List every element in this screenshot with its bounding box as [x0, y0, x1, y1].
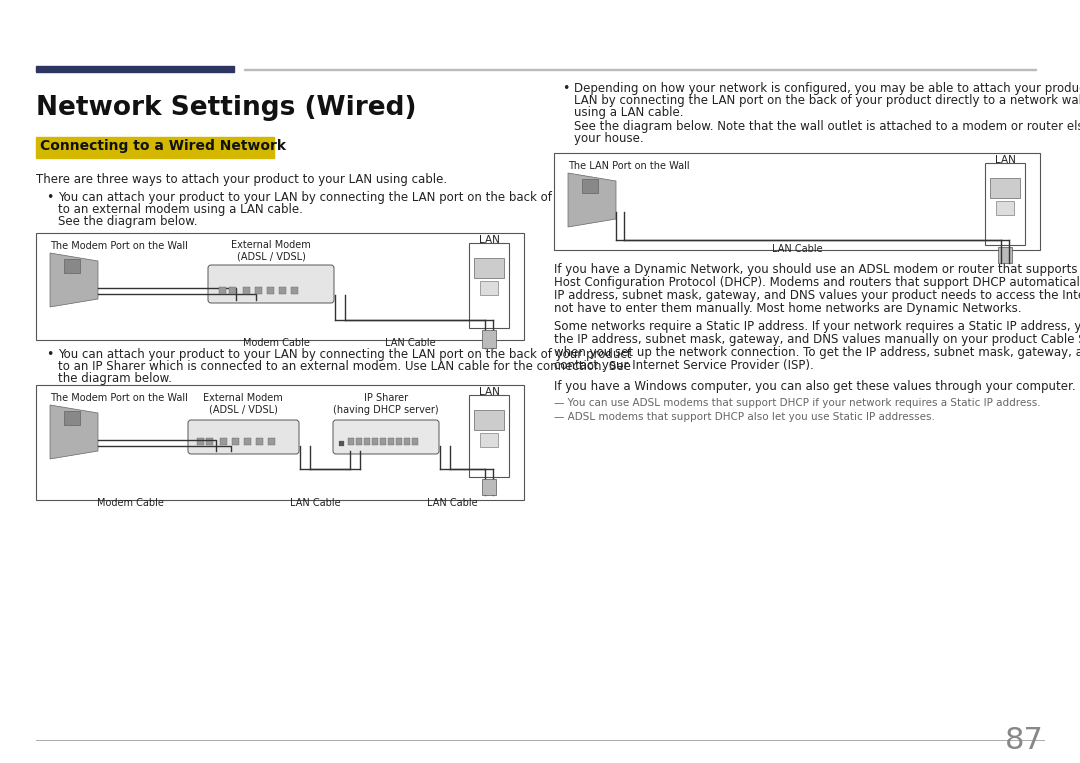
Text: LAN Cable: LAN Cable: [384, 338, 435, 348]
Bar: [480, 433, 498, 447]
Bar: [356, 438, 362, 445]
Bar: [372, 438, 378, 445]
Bar: [482, 479, 496, 495]
Text: Connecting to a Wired Network: Connecting to a Wired Network: [40, 139, 286, 153]
Text: LAN: LAN: [478, 235, 499, 245]
Bar: [990, 178, 1020, 198]
Text: Depending on how your network is configured, you may be able to attach your prod: Depending on how your network is configu…: [573, 82, 1080, 95]
Text: your house.: your house.: [573, 132, 644, 145]
Text: — ADSL modems that support DHCP also let you use Static IP addresses.: — ADSL modems that support DHCP also let…: [554, 412, 935, 422]
Bar: [268, 438, 275, 445]
Bar: [229, 287, 237, 294]
Bar: [232, 438, 239, 445]
Bar: [554, 153, 1040, 250]
Text: Host Configuration Protocol (DHCP). Modems and routers that support DHCP automat: Host Configuration Protocol (DHCP). Mode…: [554, 276, 1080, 289]
Text: LAN by connecting the LAN port on the back of your product directly to a network: LAN by connecting the LAN port on the ba…: [573, 94, 1080, 107]
Text: not have to enter them manually. Most home networks are Dynamic Networks.: not have to enter them manually. Most ho…: [554, 302, 1022, 315]
Text: HDBT: HDBT: [473, 397, 505, 407]
Bar: [998, 247, 1012, 263]
Bar: [255, 287, 262, 294]
Bar: [279, 287, 286, 294]
Text: LAN Cable: LAN Cable: [772, 244, 822, 254]
Bar: [404, 438, 410, 445]
Text: •: •: [46, 348, 53, 361]
Bar: [244, 69, 1036, 70]
Text: •: •: [562, 82, 569, 95]
Bar: [482, 330, 496, 348]
Bar: [474, 410, 504, 430]
Bar: [474, 258, 504, 278]
Bar: [36, 137, 274, 158]
Bar: [256, 438, 264, 445]
Text: using a LAN cable.: using a LAN cable.: [573, 106, 684, 119]
Bar: [64, 411, 80, 425]
Bar: [469, 395, 509, 477]
Bar: [388, 438, 394, 445]
Text: •: •: [46, 191, 53, 204]
Text: HDBT: HDBT: [988, 165, 1022, 175]
Text: The LAN Port on the Wall: The LAN Port on the Wall: [568, 161, 690, 171]
Text: LAN Cable: LAN Cable: [427, 498, 477, 508]
Bar: [206, 438, 213, 445]
Text: to an external modem using a LAN cable.: to an external modem using a LAN cable.: [58, 203, 302, 216]
Bar: [364, 438, 370, 445]
Text: contact your Internet Service Provider (ISP).: contact your Internet Service Provider (…: [554, 359, 813, 372]
Text: the diagram below.: the diagram below.: [58, 372, 172, 385]
Text: See the diagram below. Note that the wall outlet is attached to a modem or route: See the diagram below. Note that the wal…: [573, 120, 1080, 133]
Bar: [64, 259, 80, 273]
Text: — You can use ADSL modems that support DHCP if your network requires a Static IP: — You can use ADSL modems that support D…: [554, 398, 1041, 408]
Bar: [480, 281, 498, 295]
Polygon shape: [50, 253, 98, 307]
Bar: [36, 233, 524, 340]
Text: Network Settings (Wired): Network Settings (Wired): [36, 95, 417, 121]
Text: LAN Cable: LAN Cable: [289, 498, 340, 508]
Text: LAN: LAN: [478, 387, 499, 397]
Bar: [267, 287, 274, 294]
Text: The Modem Port on the Wall: The Modem Port on the Wall: [50, 241, 188, 251]
Bar: [582, 179, 598, 193]
Bar: [469, 243, 509, 328]
Polygon shape: [568, 173, 616, 227]
Text: Modem Cable: Modem Cable: [243, 338, 310, 348]
Text: There are three ways to attach your product to your LAN using cable.: There are three ways to attach your prod…: [36, 173, 447, 186]
Bar: [339, 441, 345, 446]
Bar: [197, 438, 204, 445]
Bar: [985, 163, 1025, 245]
Text: If you have a Dynamic Network, you should use an ADSL modem or router that suppo: If you have a Dynamic Network, you shoul…: [554, 263, 1080, 276]
Text: See the diagram below.: See the diagram below.: [58, 215, 198, 228]
Text: the IP address, subnet mask, gateway, and DNS values manually on your product Ca: the IP address, subnet mask, gateway, an…: [554, 333, 1080, 346]
Text: Modem Cable: Modem Cable: [96, 498, 163, 508]
Bar: [36, 385, 524, 500]
Text: 87: 87: [1005, 726, 1044, 755]
Polygon shape: [50, 405, 98, 459]
Bar: [243, 287, 249, 294]
Bar: [996, 201, 1014, 215]
Text: You can attach your product to your LAN by connecting the LAN port on the back o: You can attach your product to your LAN …: [58, 348, 632, 361]
Bar: [396, 438, 402, 445]
Bar: [380, 438, 386, 445]
Bar: [244, 438, 251, 445]
Bar: [220, 438, 227, 445]
Text: You can attach your product to your LAN by connecting the LAN port on the back o: You can attach your product to your LAN …: [58, 191, 632, 204]
Text: LAN: LAN: [995, 155, 1015, 165]
Text: IP address, subnet mask, gateway, and DNS values your product needs to access th: IP address, subnet mask, gateway, and DN…: [554, 289, 1080, 302]
FancyBboxPatch shape: [188, 420, 299, 454]
Text: to an IP Sharer which is connected to an external modem. Use LAN cable for the c: to an IP Sharer which is connected to an…: [58, 360, 631, 373]
Text: External Modem
(ADSL / VDSL): External Modem (ADSL / VDSL): [203, 393, 283, 414]
Text: Some networks require a Static IP address. If your network requires a Static IP : Some networks require a Static IP addres…: [554, 320, 1080, 333]
Text: If you have a Windows computer, you can also get these values through your compu: If you have a Windows computer, you can …: [554, 380, 1076, 393]
Bar: [291, 287, 298, 294]
Text: External Modem
(ADSL / VDSL): External Modem (ADSL / VDSL): [231, 240, 311, 262]
Text: HDBT: HDBT: [473, 245, 505, 255]
Text: IP Sharer
(having DHCP server): IP Sharer (having DHCP server): [334, 393, 438, 414]
FancyBboxPatch shape: [333, 420, 438, 454]
Bar: [348, 438, 354, 445]
Bar: [219, 287, 226, 294]
Text: when you set up the network connection. To get the IP address, subnet mask, gate: when you set up the network connection. …: [554, 346, 1080, 359]
Bar: [36, 66, 234, 72]
Bar: [411, 438, 418, 445]
FancyBboxPatch shape: [208, 265, 334, 303]
Text: The Modem Port on the Wall: The Modem Port on the Wall: [50, 393, 188, 403]
